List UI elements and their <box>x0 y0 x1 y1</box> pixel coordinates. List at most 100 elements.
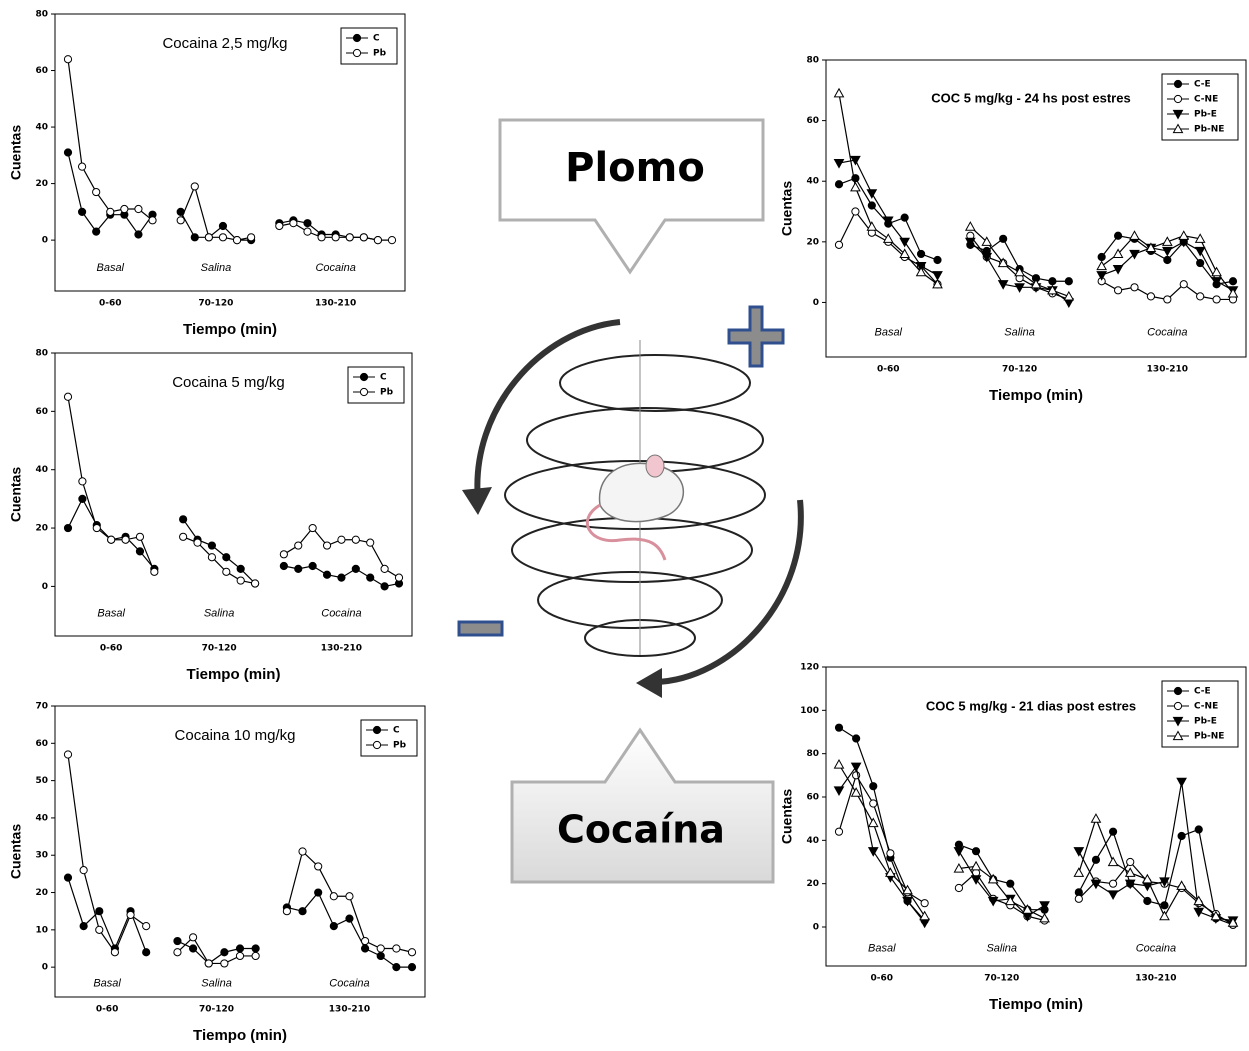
y-tick-label: 80 <box>35 10 48 20</box>
legend-label: C-E <box>1194 80 1211 90</box>
data-point <box>954 848 963 856</box>
data-point <box>900 238 909 246</box>
legend-marker <box>1174 687 1181 694</box>
data-point <box>934 256 941 263</box>
phase-range: 70-120 <box>198 299 233 309</box>
data-point <box>1195 826 1202 833</box>
data-point <box>1212 268 1221 276</box>
data-point <box>223 568 230 575</box>
y-tick-label: 80 <box>806 56 819 66</box>
data-point <box>870 783 877 790</box>
data-point <box>361 945 368 952</box>
data-point <box>835 181 842 188</box>
y-tick-label: 0 <box>42 963 48 973</box>
data-point <box>237 577 244 584</box>
cocaina-arrow <box>512 730 773 882</box>
data-point <box>972 862 981 870</box>
legend-marker <box>1174 95 1181 102</box>
data-point <box>367 574 374 581</box>
data-point <box>295 565 302 572</box>
data-point <box>194 539 201 546</box>
legend-label: Pb <box>373 49 387 59</box>
data-point <box>1160 912 1169 920</box>
data-point <box>955 884 962 891</box>
data-point <box>280 551 287 558</box>
data-point <box>233 237 240 244</box>
data-point <box>388 237 395 244</box>
phase-range: 130-210 <box>315 299 356 309</box>
data-point <box>835 241 842 248</box>
phase-range: 0-60 <box>877 365 900 375</box>
data-point <box>1109 828 1116 835</box>
data-point <box>78 163 85 170</box>
data-point <box>381 565 388 572</box>
data-point <box>1074 848 1083 856</box>
data-point <box>1131 284 1138 291</box>
y-tick-label: 120 <box>800 663 819 673</box>
data-point <box>360 234 367 241</box>
data-point <box>835 828 842 835</box>
y-tick-label: 20 <box>806 237 819 247</box>
data-point <box>299 908 306 915</box>
data-point <box>1097 272 1106 280</box>
legend-label: C-E <box>1194 687 1211 697</box>
data-point <box>290 220 297 227</box>
data-point <box>1114 232 1121 239</box>
data-point <box>205 960 212 967</box>
minus-sign <box>459 622 502 635</box>
data-point <box>917 250 924 257</box>
y-axis-label: Cuentas <box>8 824 24 879</box>
phase-label: Salina <box>986 942 1017 954</box>
data-point <box>1163 237 1172 245</box>
data-point <box>135 231 142 238</box>
phase-label: Basal <box>868 942 896 954</box>
data-point <box>80 923 87 930</box>
data-point <box>283 908 290 915</box>
legend <box>361 720 417 756</box>
data-point <box>1180 281 1187 288</box>
data-point <box>189 945 196 952</box>
data-point <box>180 533 187 540</box>
data-point <box>377 945 384 952</box>
phase-label: Cocaina <box>1147 326 1187 338</box>
plomo-label: Plomo <box>565 145 705 191</box>
y-tick-label: 20 <box>35 888 48 898</box>
data-point <box>205 234 212 241</box>
data-point <box>835 787 844 795</box>
data-point <box>1092 856 1099 863</box>
data-point <box>252 952 259 959</box>
legend-marker <box>360 373 367 380</box>
data-point <box>315 889 322 896</box>
data-point <box>96 926 103 933</box>
data-point <box>1130 231 1139 239</box>
data-point <box>127 911 134 918</box>
data-point <box>367 539 374 546</box>
data-point <box>870 800 877 807</box>
y-tick-label: 60 <box>806 116 819 126</box>
data-point <box>1144 897 1151 904</box>
series-line <box>68 397 399 584</box>
data-point <box>374 237 381 244</box>
data-point <box>869 848 878 856</box>
data-point <box>1197 259 1204 266</box>
y-tick-label: 0 <box>813 298 819 308</box>
phase-label: Salina <box>1004 326 1035 338</box>
legend-marker <box>1174 702 1181 709</box>
legend-label: C <box>373 34 380 44</box>
data-point <box>111 949 118 956</box>
data-point <box>64 56 71 63</box>
data-point <box>177 217 184 224</box>
data-point <box>295 542 302 549</box>
data-point <box>1229 278 1236 285</box>
data-point <box>338 536 345 543</box>
data-point <box>868 202 875 209</box>
data-point <box>1194 908 1203 916</box>
data-point <box>64 524 71 531</box>
phase-range: 130-210 <box>1147 365 1188 375</box>
data-point <box>93 524 100 531</box>
y-axis-label: Cuentas <box>779 181 795 236</box>
phase-label: Basal <box>93 977 121 989</box>
data-point <box>237 565 244 572</box>
data-point <box>1109 880 1116 887</box>
